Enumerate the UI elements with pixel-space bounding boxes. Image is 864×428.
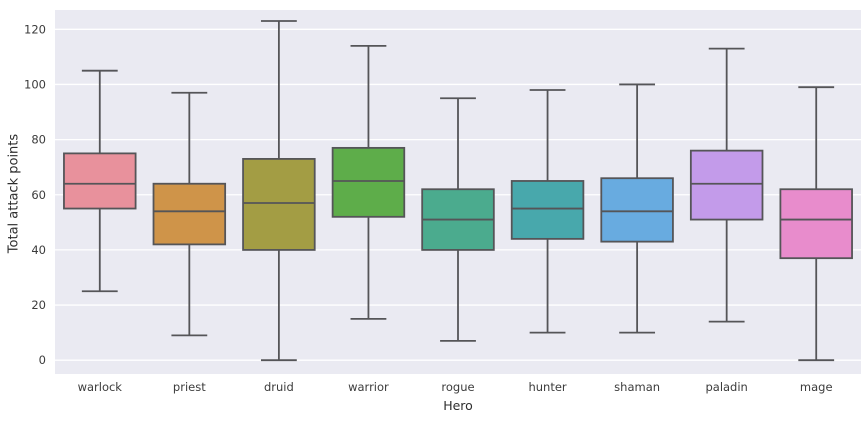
x-tick-label-rogue: rogue bbox=[441, 380, 474, 394]
box-warrior bbox=[331, 146, 406, 218]
y-tick-label: 20 bbox=[31, 298, 46, 312]
x-tick-label-shaman: shaman bbox=[614, 380, 660, 394]
box-shaman bbox=[600, 177, 674, 243]
y-tick-label: 0 bbox=[39, 353, 46, 367]
box-mage bbox=[779, 188, 853, 260]
box-hunter bbox=[510, 180, 585, 240]
x-tick-label-priest: priest bbox=[173, 380, 206, 394]
x-tick-label-warlock: warlock bbox=[78, 380, 123, 394]
x-tick-label-hunter: hunter bbox=[528, 380, 566, 394]
y-axis-label: Total attack points bbox=[6, 133, 22, 254]
x-tick-label-druid: druid bbox=[264, 380, 294, 394]
box-paladin bbox=[689, 149, 764, 221]
x-tick-label-paladin: paladin bbox=[705, 380, 747, 394]
y-tick-label: 60 bbox=[31, 188, 46, 202]
box-druid bbox=[242, 158, 316, 251]
y-tick-label: 120 bbox=[24, 22, 46, 36]
x-axis-label: Hero bbox=[443, 398, 473, 413]
box-warlock bbox=[63, 152, 137, 210]
y-tick-label: 80 bbox=[31, 133, 46, 147]
y-tick-label: 100 bbox=[24, 77, 46, 91]
x-tick-label-warrior: warrior bbox=[348, 380, 389, 394]
y-tick-label: 40 bbox=[31, 243, 46, 257]
box-priest bbox=[152, 182, 227, 246]
x-tick-label-mage: mage bbox=[800, 380, 833, 394]
